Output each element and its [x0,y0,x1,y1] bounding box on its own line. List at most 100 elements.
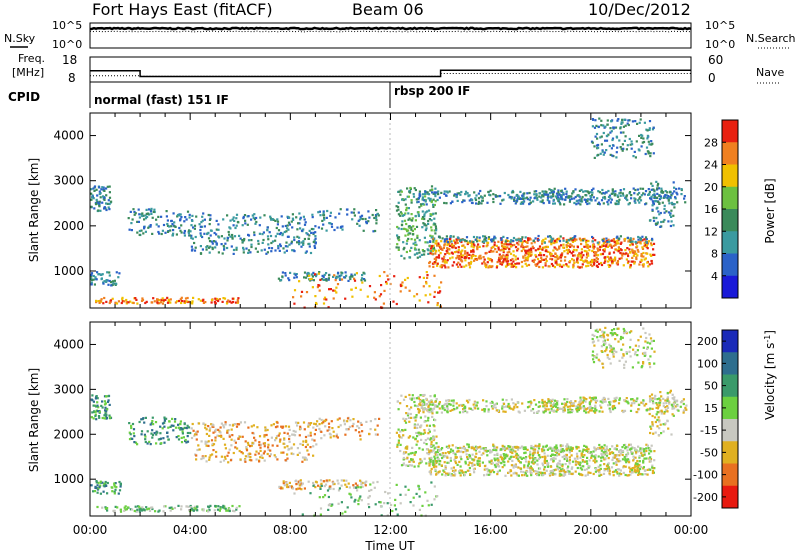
power-cell [421,249,424,252]
power-cell [646,261,649,264]
power-cell [402,241,405,244]
power-cell [519,238,522,241]
velocity-cell [295,488,298,491]
power-cell [619,242,622,245]
power-cell [639,187,642,190]
velocity-cell [430,400,433,403]
power-cell [349,275,353,278]
velocity-cell [594,461,597,464]
power-cell [424,200,427,203]
power-cell [522,202,525,205]
velocity-cell [556,400,559,403]
velocity-cell [561,402,564,405]
velocity-cell [374,418,377,421]
velocity-cell [516,458,520,461]
velocity-cell [511,459,514,462]
velocity-cell [211,423,214,426]
power-cell [418,195,421,198]
velocity-cell [97,406,100,409]
velocity-cell [492,448,495,452]
power-cell [422,199,426,202]
velocity-cell [557,462,560,465]
power-cell [670,194,673,197]
power-cell [650,182,653,185]
power-cell [579,198,582,201]
power-cell [635,253,638,256]
velocity-cell [230,444,233,447]
power-cell [619,127,622,130]
power-cell [633,197,636,200]
power-cell [592,237,595,240]
power-cell [325,298,328,301]
velocity-cell [629,470,632,473]
power-cell [399,284,403,288]
velocity-cell [250,425,253,428]
power-cell [524,249,527,252]
velocity-cell [286,483,289,486]
power-cell [421,216,425,219]
velocity-cell [640,401,643,404]
velocity-cell [328,428,331,431]
velocity-cell [432,463,435,466]
velocity-cell [584,411,588,414]
power-cell [552,191,555,194]
power-cell [166,301,170,304]
power-cell [506,246,509,249]
power-cell [368,285,372,288]
velocity-cell [599,404,602,407]
velocity-cell [529,457,532,460]
power-cell [444,253,447,256]
power-cell [325,216,328,219]
power-cell [304,251,307,254]
power-cell [465,239,468,243]
velocity-cell [180,441,184,444]
power-cell [529,196,532,199]
power-cell [503,245,506,248]
velocity-cell [185,505,188,508]
power-cell [600,245,603,248]
velocity-cell [319,485,322,489]
velocity-cell [604,400,607,403]
power-cell [269,234,273,238]
power-cell [105,202,108,205]
velocity-cell [643,404,646,407]
power-cell [302,215,305,218]
velocity-cell [428,409,431,412]
velocity-cell [168,420,171,423]
power-cell [293,250,296,253]
velocity-cell [458,404,461,407]
power-cell [472,249,475,252]
power-cell [584,190,587,193]
power-cell [533,241,536,244]
nsky-label: N.Sky [4,32,36,45]
velocity-cell [610,466,614,469]
power-cell [532,260,535,263]
power-cell [466,241,469,244]
power-cell [532,200,535,203]
power-cell [317,211,320,214]
power-cell [628,137,631,141]
velocity-cell [545,408,548,411]
power-cell [433,229,436,232]
power-cell [626,253,629,256]
velocity-cell [312,481,315,485]
power-cell [642,140,646,144]
velocity-cell [585,398,588,401]
power-cell [567,195,571,198]
power-cell [372,230,375,233]
power-cell [291,217,294,220]
velocity-cell [429,395,432,398]
velocity-cell [552,456,555,459]
power-cell [258,232,261,235]
power-cell [591,118,594,121]
velocity-cell [522,446,525,449]
velocity-cell [161,427,164,430]
power-cell [468,266,472,269]
power-cell [222,297,225,300]
power-cell [601,188,604,192]
power-cell [636,254,639,257]
power-cell [580,197,583,200]
velocity-cell [504,405,507,408]
velocity-cell [646,468,649,471]
power-cell [96,271,99,274]
